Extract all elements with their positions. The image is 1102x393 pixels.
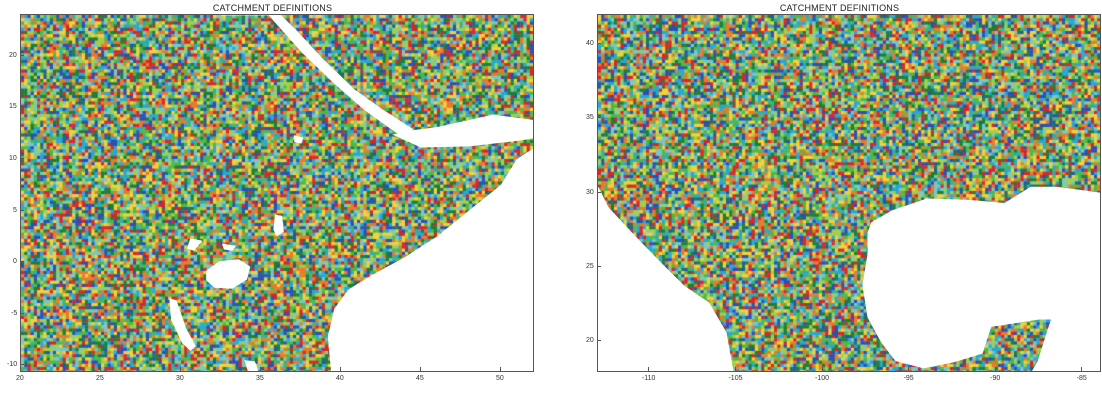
x-tick-label: -90 bbox=[990, 375, 1001, 382]
y-tick-label: -5 bbox=[11, 309, 18, 317]
x-tick-label: 45 bbox=[416, 375, 424, 382]
y-tick-mark bbox=[597, 339, 601, 341]
y-tick-mark bbox=[20, 364, 24, 366]
x-tick-label: 25 bbox=[96, 375, 104, 382]
y-tick-label: 10 bbox=[9, 154, 17, 162]
y-tick-label: 15 bbox=[9, 103, 17, 111]
y-tick-mark bbox=[20, 106, 24, 108]
y-tick-mark bbox=[20, 209, 24, 211]
x-tick-mark bbox=[339, 367, 341, 371]
x-tick-mark bbox=[648, 367, 650, 371]
y-tick-mark bbox=[20, 54, 24, 56]
y-tick-mark bbox=[20, 312, 24, 314]
lake-victoria-water bbox=[206, 259, 251, 289]
water-bodies-layer bbox=[169, 15, 533, 371]
y-tick-label: 20 bbox=[9, 51, 17, 59]
x-tick-label: 30 bbox=[176, 375, 184, 382]
map-panel-mexico-gulf: CATCHMENT DEFINITIONS -110 -105 -100 -95 -90… bbox=[577, 0, 1102, 393]
x-tick-mark bbox=[734, 367, 736, 371]
y-tick-mark bbox=[597, 117, 601, 119]
x-tick-mark bbox=[994, 367, 996, 371]
lake-tanganyika-water bbox=[169, 298, 196, 351]
map-panel-east-africa: CATCHMENT DEFINITIONS 20 25 30 35 40 45 50 20 1… bbox=[0, 0, 545, 393]
x-tick-mark bbox=[259, 367, 261, 371]
lake-tana-water bbox=[294, 135, 304, 144]
x-tick-label: 20 bbox=[16, 375, 24, 382]
y-tick-mark bbox=[20, 157, 24, 159]
x-tick-mark bbox=[908, 367, 910, 371]
lake-turkana-water bbox=[273, 214, 284, 237]
y-tick-label: 5 bbox=[13, 206, 17, 214]
y-tick-label: 0 bbox=[13, 258, 17, 266]
gulf-of-mexico-water bbox=[862, 186, 1100, 369]
caribbean-sea-water bbox=[1032, 317, 1100, 371]
water-bodies-layer bbox=[598, 186, 1100, 371]
x-tick-label: -110 bbox=[641, 375, 656, 382]
x-tick-mark bbox=[179, 367, 181, 371]
y-tick-label: 40 bbox=[586, 40, 594, 48]
map-plot-area bbox=[20, 14, 534, 372]
x-tick-label: 40 bbox=[336, 375, 344, 382]
x-tick-label: -85 bbox=[1076, 375, 1087, 382]
red-sea-water bbox=[221, 15, 414, 136]
lake-albert-water bbox=[186, 238, 203, 251]
map-title: CATCHMENT DEFINITIONS bbox=[779, 3, 900, 13]
x-tick-label: 50 bbox=[496, 375, 504, 382]
y-tick-mark bbox=[20, 261, 24, 263]
x-tick-label: -95 bbox=[903, 375, 914, 382]
gulf-of-aden-water bbox=[392, 114, 533, 148]
x-tick-mark bbox=[19, 367, 21, 371]
y-tick-label: -10 bbox=[7, 361, 18, 369]
x-tick-label: -105 bbox=[728, 375, 743, 382]
lake-kyoga-water bbox=[222, 243, 237, 251]
y-tick-label: 30 bbox=[586, 188, 594, 196]
y-tick-label: 35 bbox=[586, 114, 594, 122]
y-tick-label: 20 bbox=[586, 336, 594, 344]
gulf-of-california-water bbox=[598, 186, 734, 371]
x-tick-mark bbox=[499, 367, 501, 371]
map-title: CATCHMENT DEFINITIONS bbox=[212, 3, 333, 13]
y-tick-mark bbox=[597, 191, 601, 193]
y-tick-mark bbox=[597, 265, 601, 267]
indian-ocean-water bbox=[327, 148, 533, 371]
y-tick-label: 25 bbox=[586, 262, 594, 270]
x-tick-mark bbox=[821, 367, 823, 371]
x-tick-label: 35 bbox=[256, 375, 264, 382]
x-tick-mark bbox=[99, 367, 101, 371]
x-tick-mark bbox=[419, 367, 421, 371]
x-tick-mark bbox=[1081, 367, 1083, 371]
y-tick-mark bbox=[597, 43, 601, 45]
map-plot-area bbox=[597, 14, 1101, 372]
lake-malawi-water bbox=[244, 360, 259, 371]
x-tick-label: -100 bbox=[815, 375, 830, 382]
